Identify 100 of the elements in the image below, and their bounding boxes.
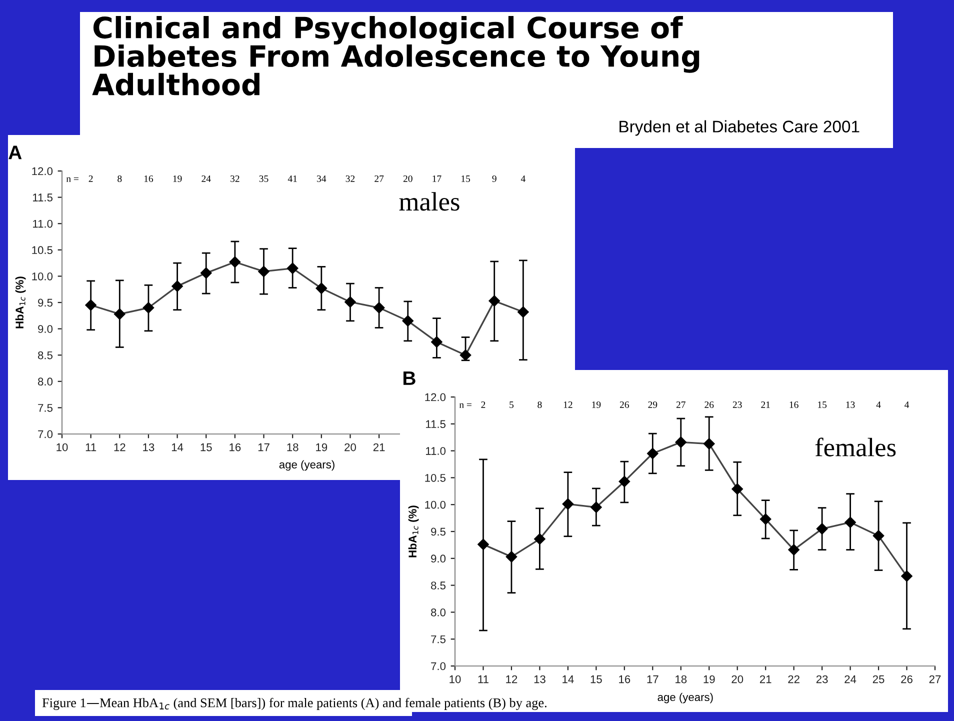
- y-tick-label: 7.0: [38, 430, 53, 438]
- x-tick-label: 16: [230, 443, 241, 452]
- x-tick-label: 10: [56, 443, 68, 452]
- annotation: 32: [346, 175, 355, 182]
- x-tick-label: 20: [732, 675, 744, 684]
- x-tick-label: 27: [929, 675, 941, 684]
- point: [85, 300, 96, 311]
- point: [872, 530, 884, 542]
- point: [460, 349, 472, 361]
- y-tick-label: 8.5: [38, 351, 53, 360]
- point: [534, 533, 546, 545]
- y-tick-label: 9.0: [38, 325, 53, 333]
- annotation: 35: [259, 175, 268, 182]
- annotation: 27: [374, 175, 384, 182]
- y-tick-label: 7.5: [38, 404, 53, 412]
- point: [488, 295, 500, 307]
- x-tick-label: 22: [788, 675, 800, 684]
- point: [229, 256, 241, 268]
- point: [478, 538, 489, 550]
- x-tick-label: 19: [704, 675, 715, 684]
- annotation: 12: [564, 401, 572, 408]
- annotation: 8: [538, 401, 542, 408]
- annotation: 19: [173, 175, 182, 182]
- y-tick-label: 7.0: [431, 662, 446, 670]
- annotation: 16: [144, 175, 154, 182]
- x-tick-label: 11: [86, 443, 96, 452]
- x-tick-label: 24: [844, 675, 856, 684]
- annotation: 5: [510, 402, 514, 408]
- annotation: 41: [288, 175, 297, 182]
- y-tick-label: 8.0: [38, 378, 53, 386]
- y-tick-label: 11.0: [426, 447, 446, 455]
- y-tick-label: 11.5: [33, 194, 53, 202]
- point: [286, 262, 298, 274]
- annotation: 4: [876, 402, 881, 408]
- annotation: 29: [648, 401, 658, 408]
- y-tick-label: 8.0: [431, 608, 446, 616]
- point: [258, 266, 270, 278]
- y-tick-label: 10.0: [32, 272, 53, 280]
- annotation: 15: [462, 175, 470, 182]
- annotation: 8: [118, 175, 122, 182]
- point: [402, 315, 414, 327]
- y-tick-label: 12.0: [425, 393, 446, 402]
- annotation: 13: [846, 401, 855, 408]
- point: [901, 570, 912, 582]
- x-tick-label: 12: [506, 675, 518, 684]
- text: A: [8, 146, 22, 160]
- x-tick-label: 25: [872, 675, 884, 684]
- x-tick-label: 18: [676, 675, 687, 684]
- x-tick-label: 19: [316, 443, 328, 452]
- y-tick-label: 10.5: [32, 246, 53, 254]
- annotation: 26: [704, 401, 714, 408]
- point: [647, 448, 658, 460]
- annotation: 24: [202, 175, 211, 182]
- point: [562, 498, 574, 510]
- text: Clinical and Psychological Course of Diabetes From Adolescence to Young Adulthood: [92, 16, 700, 96]
- point: [844, 516, 856, 528]
- y-tick-label: 11.5: [426, 420, 446, 428]
- annotation: 2: [481, 401, 486, 408]
- x-tick-label: 21: [373, 443, 385, 452]
- point: [518, 306, 529, 318]
- annotation: 9: [492, 175, 496, 182]
- annotation: 4: [520, 176, 526, 182]
- annotation: n =: [66, 177, 78, 182]
- point: [816, 523, 828, 534]
- point: [373, 302, 385, 314]
- x-tick-label: 13: [143, 443, 154, 452]
- annotation: 2: [88, 175, 93, 182]
- point: [172, 280, 183, 292]
- annotation: 34: [317, 175, 326, 182]
- annotation: 19: [592, 401, 601, 408]
- annotation: 4: [904, 402, 910, 408]
- annotation: 27: [676, 401, 686, 408]
- point: [675, 436, 686, 448]
- text: Bryden et al Diabetes Care 2001: [620, 120, 860, 136]
- x-tick-label: 21: [760, 675, 772, 684]
- x-axis-title: age (years): [658, 692, 713, 704]
- annotation: n =: [459, 403, 472, 408]
- x-tick-label: 15: [590, 675, 602, 684]
- annotation: 32: [230, 175, 240, 182]
- x-tick-label: 13: [534, 675, 546, 684]
- y-tick-label: 7.5: [431, 635, 446, 644]
- y-tick-label: 10.5: [425, 474, 446, 482]
- x-tick-label: 16: [619, 675, 630, 684]
- y-tick-label: 8.5: [431, 582, 446, 590]
- point: [590, 502, 602, 513]
- annotation: 23: [732, 401, 742, 408]
- x-tick-label: 17: [258, 443, 270, 452]
- x-tick-label: 11: [478, 675, 488, 684]
- x-tick-label: 20: [344, 443, 356, 452]
- y-tick-label: 9.5: [431, 528, 446, 536]
- annotation: males: [399, 192, 460, 211]
- point: [316, 282, 328, 294]
- point: [431, 336, 442, 348]
- y-tick-label: 10.0: [425, 500, 446, 509]
- x-axis-title: age (years): [279, 460, 334, 471]
- y-tick-label: 9.0: [431, 554, 446, 563]
- point: [142, 302, 154, 314]
- point: [732, 483, 743, 495]
- x-tick-label: 10: [450, 675, 461, 684]
- point: [760, 514, 772, 525]
